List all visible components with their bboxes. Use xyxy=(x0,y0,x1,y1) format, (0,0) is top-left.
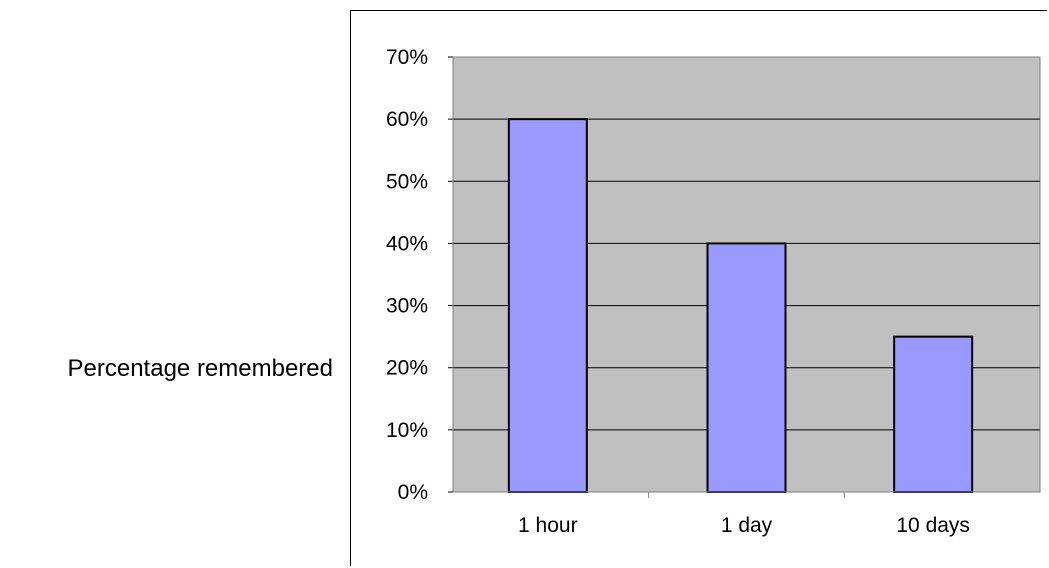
x-tick-label: 10 days xyxy=(896,514,970,537)
bar-1-hour xyxy=(507,118,588,494)
x-tick-label: 1 day xyxy=(721,514,773,537)
chart-area-border xyxy=(350,10,1047,566)
x-tick-label: 1 hour xyxy=(518,514,578,537)
axes xyxy=(452,57,1040,498)
y-tick-label: 10% xyxy=(386,419,428,442)
y-tick-label: 50% xyxy=(386,170,428,193)
y-tick-label: 60% xyxy=(386,108,428,131)
y-axis-label: Percentage remembered xyxy=(67,355,333,382)
bar-1-day xyxy=(706,242,787,493)
bars xyxy=(507,118,974,494)
y-tick-labels: 0% 10% 20% 30% 40% 50% 60% 70% xyxy=(386,46,428,504)
y-tick-label: 0% xyxy=(398,481,428,504)
y-tick-label: 40% xyxy=(386,232,428,255)
y-tick-label: 70% xyxy=(386,46,428,69)
y-tick-label: 20% xyxy=(386,357,428,380)
y-tick-label: 30% xyxy=(386,295,428,318)
bar-10-days xyxy=(893,335,974,493)
x-tick-labels: 1 hour 1 day 10 days xyxy=(518,514,970,537)
